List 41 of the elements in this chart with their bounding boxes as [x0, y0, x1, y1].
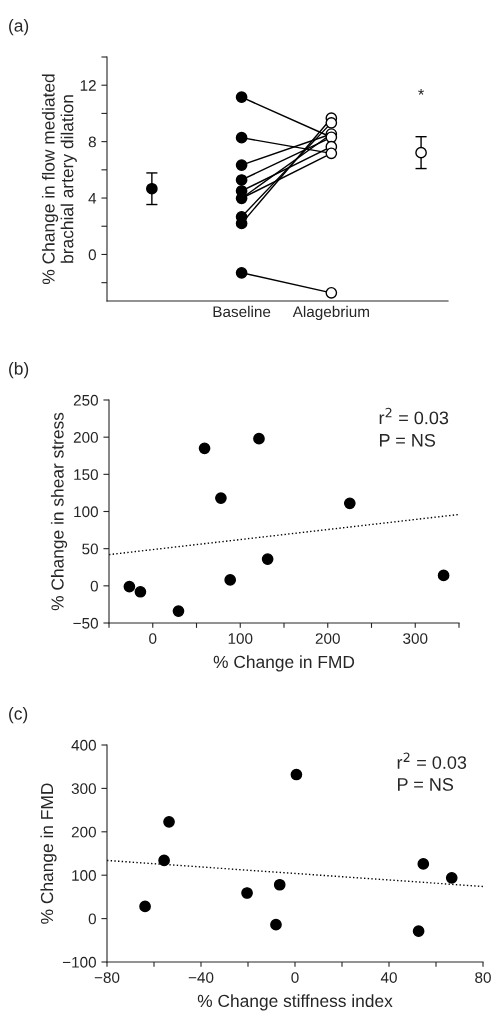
annotation: P = NS: [398, 778, 454, 791]
chart-title: (a): [9, 19, 29, 36]
y-tick-label: 300: [71, 783, 96, 795]
x-tick-label: 100: [228, 633, 253, 644]
y-tick-label: −100: [62, 956, 96, 968]
x-tick-label: 200: [315, 633, 340, 644]
annotation: r$^{2}$ = 0.03: [397, 752, 467, 769]
y-tick-label: 0: [88, 249, 96, 261]
chart-title: (b): [9, 362, 29, 379]
chart-title: (c): [9, 707, 28, 724]
annotation: r$^{2}$ = 0.03: [379, 407, 449, 425]
y-axis-title: % Change in FMD: [40, 783, 57, 924]
y-tick-label: 4: [88, 193, 97, 204]
x-tick-label: −40: [188, 972, 214, 983]
y-tick-label: 8: [88, 136, 96, 148]
x-tick-label: Baseline: [213, 305, 271, 318]
x-axis-title: % Change in FMD: [213, 655, 355, 672]
x-tick-label: 0: [149, 633, 157, 644]
x-tick-label: 0: [291, 972, 299, 983]
y-tick-label: 0: [90, 580, 98, 592]
y-tick-label: −50: [73, 617, 98, 629]
x-tick-label: 40: [380, 972, 397, 983]
y-tick-label: 250: [73, 394, 98, 406]
y-tick-label: 100: [74, 506, 98, 518]
annotation: P = NS: [379, 433, 436, 447]
y-tick-label: 200: [73, 432, 98, 443]
x-tick-label: Alagebrium: [292, 305, 369, 321]
y-tick-label: 0: [88, 913, 96, 925]
y-tick-label: 12: [80, 80, 96, 91]
x-axis-title: % Change stiffness index: [197, 994, 393, 1011]
y-tick-label: 150: [74, 469, 98, 481]
y-axis-title: % Change in shear stress: [50, 412, 68, 611]
y-tick-label: 200: [71, 826, 96, 838]
y-axis-title: % Change in flow mediated brachial artery dilation: [41, 74, 77, 285]
y-tick-label: 100: [72, 870, 96, 881]
x-tick-label: 300: [403, 633, 428, 644]
x-tick-label: 80: [475, 972, 491, 983]
y-tick-label: 400: [71, 739, 96, 751]
y-tick-label: 50: [82, 543, 98, 555]
annotation: *: [418, 88, 425, 95]
x-tick-label: −80: [94, 972, 120, 983]
